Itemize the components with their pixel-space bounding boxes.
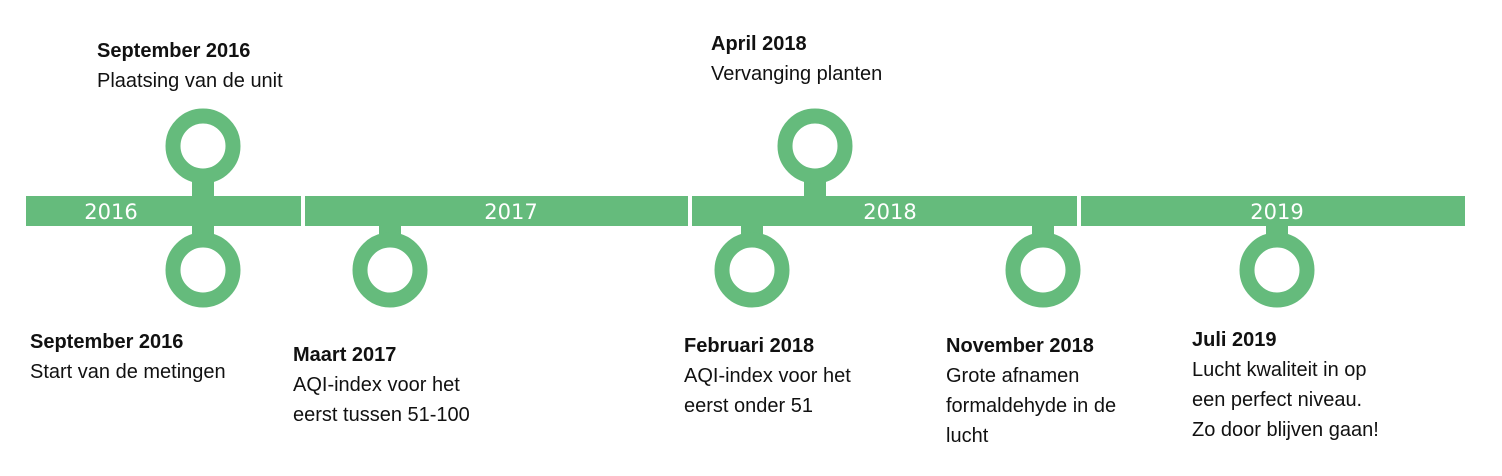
marker-ring-icon xyxy=(1239,232,1315,308)
event-november-2018: November 2018 Grote afnamen formaldehyde… xyxy=(946,331,1116,451)
marker-september-2016-above xyxy=(165,108,241,198)
marker-ring-icon xyxy=(165,232,241,308)
event-date: Juli 2019 xyxy=(1192,329,1277,351)
timeline-bar-2016 xyxy=(26,196,301,226)
marker-november-2018 xyxy=(1005,224,1081,308)
timeline-bar-2017 xyxy=(305,196,688,226)
year-label: 2019 xyxy=(1250,200,1303,224)
event-description: Zo door blijven gaan! xyxy=(1192,419,1379,441)
marker-maart-2017 xyxy=(352,224,428,308)
marker-ring-icon xyxy=(777,108,853,184)
event-description: AQI-index voor het xyxy=(684,365,851,387)
marker-ring-icon xyxy=(165,108,241,184)
event-description: lucht xyxy=(946,425,989,447)
event-juli-2019: Juli 2019 Lucht kwaliteit in op een perf… xyxy=(1192,325,1379,445)
marker-ring-icon xyxy=(1005,232,1081,308)
event-description: Grote afnamen xyxy=(946,365,1080,387)
event-date: Februari 2018 xyxy=(684,335,815,357)
timeline-bar-2018 xyxy=(692,196,1077,226)
marker-september-2016-below xyxy=(165,224,241,308)
event-date: September 2016 xyxy=(97,40,251,62)
event-description: AQI-index voor het xyxy=(293,374,460,396)
marker-juli-2019 xyxy=(1239,224,1315,308)
event-september-2016-below: September 2016 Start van de metingen xyxy=(30,327,226,387)
marker-april-2018 xyxy=(777,108,853,198)
timeline-bar-2019 xyxy=(1081,196,1465,226)
marker-ring-icon xyxy=(352,232,428,308)
event-september-2016-above: September 2016 Plaatsing van de unit xyxy=(97,36,283,96)
event-description: Lucht kwaliteit in op xyxy=(1192,359,1367,381)
year-label: 2018 xyxy=(863,200,916,224)
event-description: Vervanging planten xyxy=(711,63,883,85)
event-description: een perfect niveau. xyxy=(1192,389,1363,411)
marker-ring-icon xyxy=(714,232,790,308)
event-description: eerst tussen 51-100 xyxy=(293,404,470,426)
event-date: Maart 2017 xyxy=(293,344,397,366)
event-april-2018: April 2018 Vervanging planten xyxy=(711,29,882,89)
event-description: formaldehyde in de xyxy=(946,395,1117,417)
event-description: Start van de metingen xyxy=(30,361,226,383)
year-label: 2016 xyxy=(84,200,137,224)
event-maart-2017: Maart 2017 AQI-index voor het eerst tuss… xyxy=(293,340,470,430)
year-label: 2017 xyxy=(484,200,537,224)
event-date: November 2018 xyxy=(946,335,1094,357)
event-date: September 2016 xyxy=(30,331,184,353)
event-date: April 2018 xyxy=(711,33,807,55)
event-februari-2018: Februari 2018 AQI-index voor het eerst o… xyxy=(684,331,851,421)
event-description: eerst onder 51 xyxy=(684,395,813,417)
event-description: Plaatsing van de unit xyxy=(97,70,283,92)
marker-februari-2018 xyxy=(714,224,790,308)
